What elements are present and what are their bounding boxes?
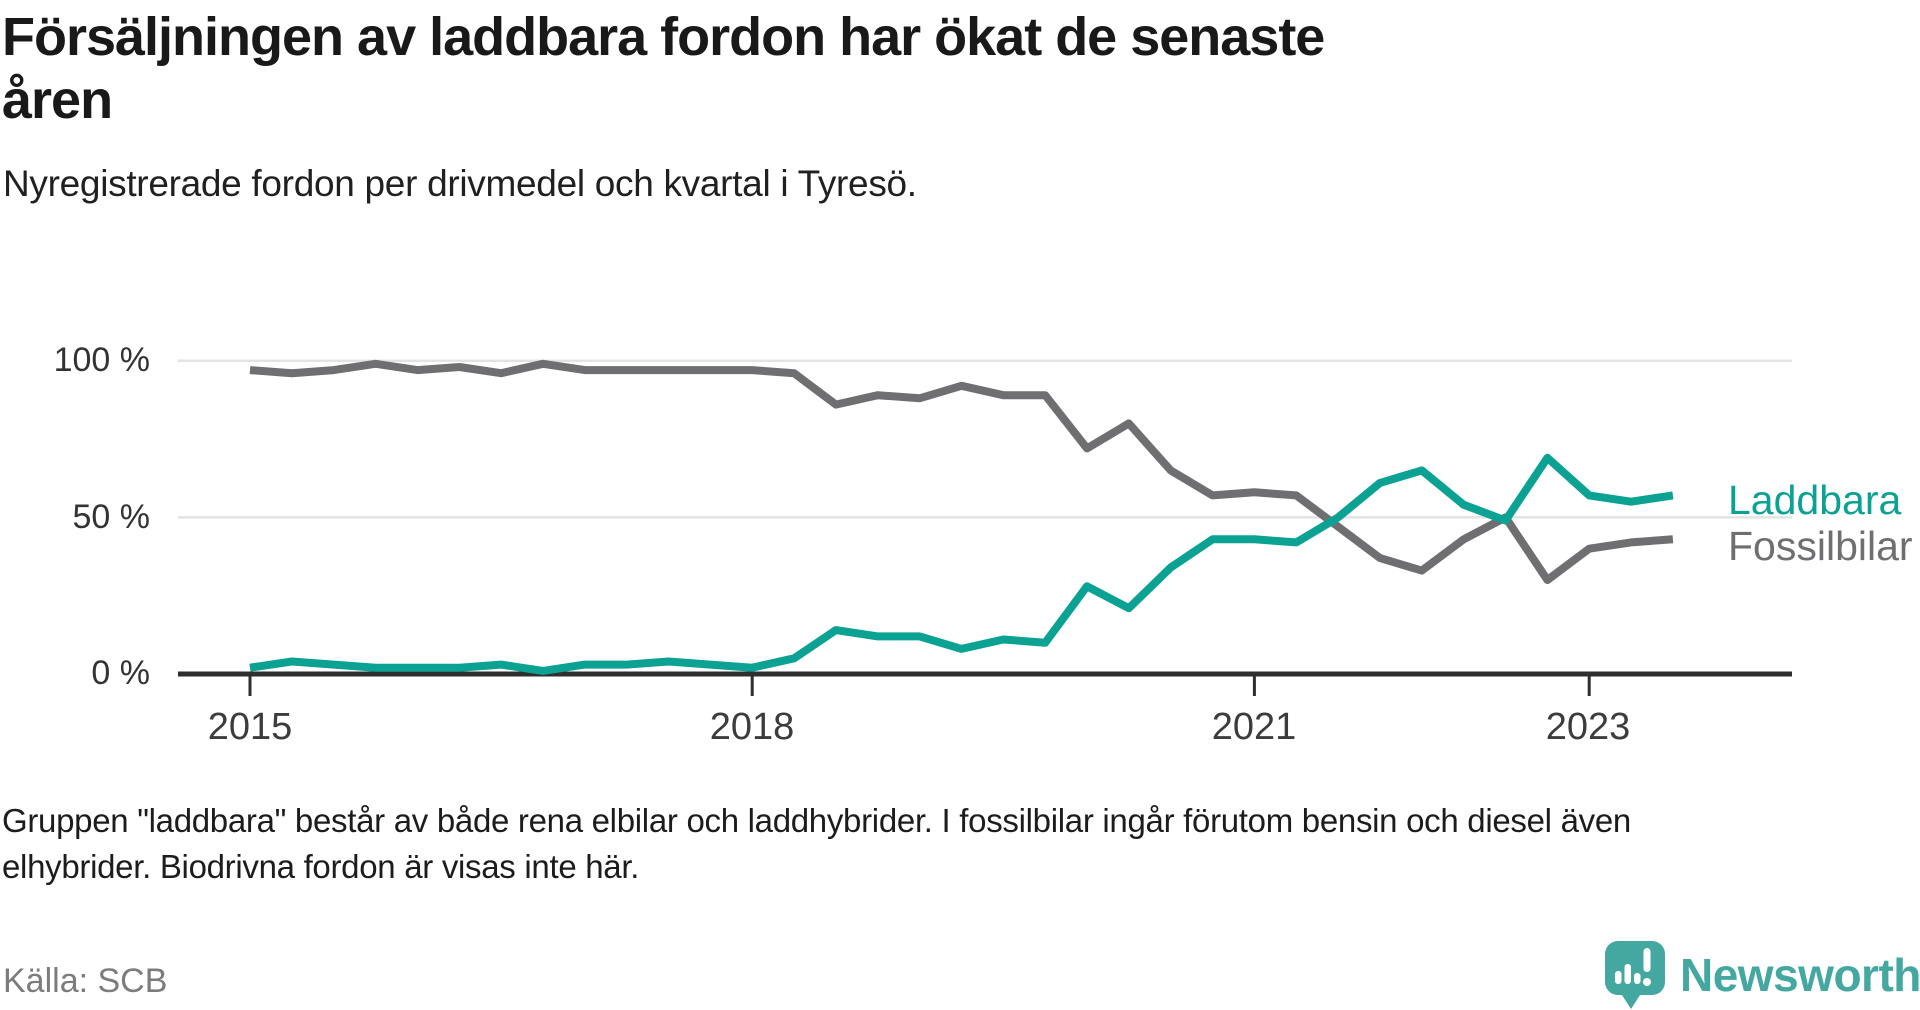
y-axis-tick-label-50: 50 % [72,498,151,536]
title-line-1: Försäljningen av laddbara fordon har öka… [2,7,1325,67]
chart-subtitle: Nyregistrerade fordon per drivmedel och … [3,163,917,204]
footnote: Gruppen "laddbara" består av både rena e… [2,798,1631,890]
x-axis-tick-label-2015: 2015 [207,706,293,748]
speech-bubble-bar-chart-icon [1605,941,1665,1009]
y-axis-tick-label-0: 0 % [91,654,150,692]
legend-label-fossilbilar: Fossilbilar [1728,523,1913,569]
legend-label-laddbara: Laddbara [1728,477,1902,523]
logo-text: Newsworthy [1680,949,1920,1001]
page-title: Försäljningen av laddbara fordon har öka… [2,6,1325,132]
y-axis-tick-label-100: 100 % [53,341,150,379]
x-axis-tick-label-2018: 2018 [709,706,795,748]
title-line-2: åren [2,70,113,130]
footnote-line-1: Gruppen "laddbara" består av både rena e… [2,802,1631,839]
x-axis-tick-label-2023: 2023 [1545,706,1631,748]
source-label: Källa: SCB [3,962,168,1000]
footnote-line-2: elhybrider. Biodrivna fordon är visas in… [2,848,640,885]
x-axis-tick-label-2021: 2021 [1211,706,1297,748]
newsworthy-logo: Newsworthy [1604,940,1920,1010]
